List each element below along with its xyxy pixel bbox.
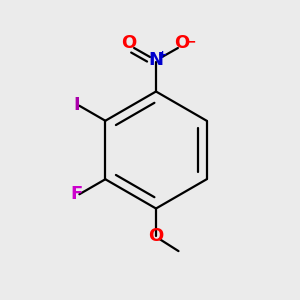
Text: O: O [148,227,164,245]
Text: +: + [158,50,167,60]
Text: O: O [121,34,136,52]
Text: −: − [185,34,196,48]
Text: O: O [174,34,189,52]
Text: N: N [148,51,164,69]
Text: F: F [70,185,82,203]
Text: I: I [73,96,80,114]
